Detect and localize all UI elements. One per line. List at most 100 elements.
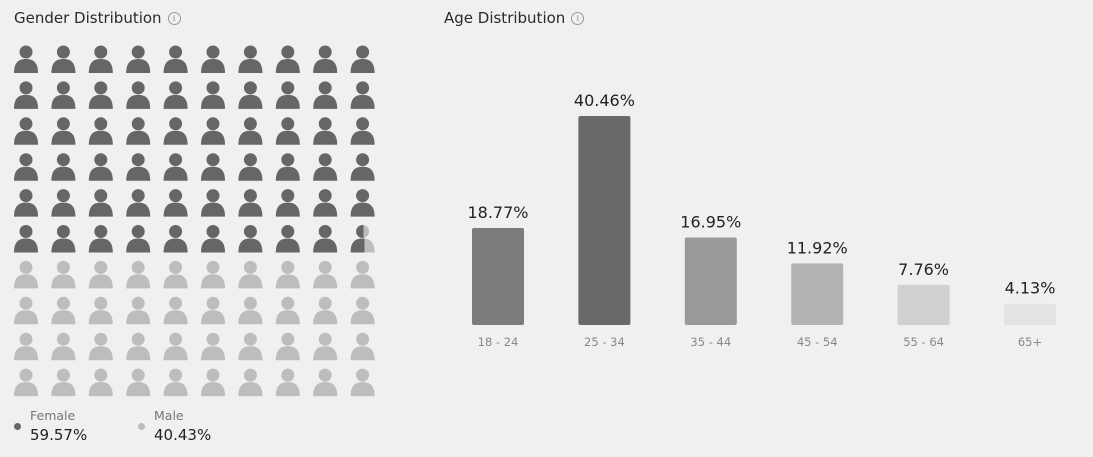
legend-male-dot [138,423,145,430]
person-icon [313,189,338,217]
gender-title-text: Gender Distribution [14,9,162,27]
person-icon [163,296,188,325]
person-icon [201,332,225,361]
person-icon [51,189,76,217]
person-icon [201,296,225,325]
gender-panel-title: Gender Distribution i [14,9,181,27]
person-icon [201,189,225,217]
person-icon [201,153,225,181]
person-icon [51,368,76,397]
person-icon [163,189,188,217]
info-icon[interactable]: i [167,11,181,25]
person-icon [163,117,188,145]
person-icon [126,153,151,181]
person-icon [275,225,300,253]
x-tick-label: 65+ [1018,335,1042,349]
person-icon [350,296,375,325]
person-icon [275,117,300,145]
person-icon [51,117,76,145]
person-icon [14,332,38,361]
person-icon [88,332,113,361]
person-icon [88,296,113,325]
x-tick-label: 45 - 54 [797,335,838,349]
person-icon [238,45,263,73]
person-icon [126,81,151,109]
person-icon [201,225,225,253]
person-icon [126,332,151,361]
person-icon [88,153,113,181]
person-icon [238,153,263,181]
person-icon [14,117,38,145]
bar-55-64[interactable] [897,284,950,325]
legend-male-value: 40.43% [154,426,212,444]
person-icon [201,368,225,397]
person-icon [313,45,338,73]
age-panel-title: Age Distribution i [444,9,585,27]
person-icon [238,189,263,217]
person-icon [238,368,263,397]
person-icon [163,260,188,289]
bar-45-54[interactable] [791,263,844,325]
bar-35-44[interactable] [684,237,737,325]
person-icon [313,368,338,397]
person-icon [14,45,38,73]
person-icon [88,260,113,289]
x-tick-label: 55 - 64 [903,335,944,349]
bar-18-24[interactable] [472,228,524,325]
person-icon [126,296,151,325]
person-icon [126,260,151,289]
person-icon [14,189,38,217]
person-icon [201,45,225,73]
person-icon [51,81,76,109]
person-icon [238,225,263,253]
person-icon [126,117,151,145]
info-icon[interactable]: i [571,11,585,25]
legend-female-dot [14,423,21,430]
person-icon [275,189,300,217]
person-icon [88,189,113,217]
legend-female-label: Female [30,408,76,423]
person-icon [14,368,38,397]
person-icon [275,368,300,397]
person-icon [163,81,188,109]
person-icon [350,225,375,253]
person-icon [238,117,263,145]
person-icon [163,45,188,73]
bar-25-34[interactable] [578,116,631,325]
person-icon [201,260,225,289]
person-icon [313,332,338,361]
person-icon [88,81,113,109]
person-icon [275,45,300,73]
person-icon [14,296,38,325]
person-icon [163,368,188,397]
person-icon [275,260,300,289]
bar-value-label: 18.77% [467,203,528,222]
bar-value-label: 40.46% [574,91,635,110]
person-icon [350,45,375,73]
x-tick-label: 18 - 24 [478,335,519,349]
age-title-text: Age Distribution [444,9,566,27]
person-icon [350,153,375,181]
person-icon [350,368,375,397]
x-tick-label: 35 - 44 [690,335,731,349]
legend-female-value: 59.57% [30,426,88,444]
person-icon [350,81,375,109]
legend-male-label: Male [154,408,184,423]
person-icon [14,81,38,109]
bar-65plus[interactable] [1004,303,1056,325]
person-icon [313,117,338,145]
person-icon [51,260,76,289]
person-icon [350,189,375,217]
person-icon [51,225,76,253]
person-icon [126,45,151,73]
person-icon [275,153,300,181]
person-icon [201,81,225,109]
person-icon [51,45,76,73]
person-icon [313,81,338,109]
person-icon [238,81,263,109]
gender-pictogram [14,45,375,397]
person-icon [313,153,338,181]
person-icon [275,81,300,109]
person-icon [14,260,38,289]
